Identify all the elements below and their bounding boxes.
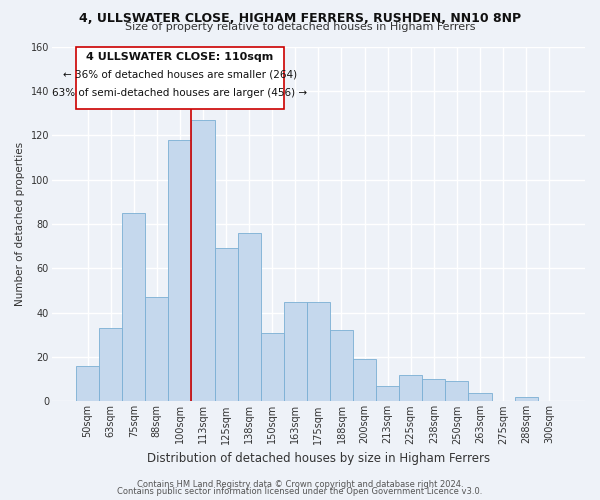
Bar xyxy=(169,140,191,402)
Bar xyxy=(445,382,469,402)
Bar xyxy=(215,248,238,402)
Bar xyxy=(76,366,99,402)
Text: 4 ULLSWATER CLOSE: 110sqm: 4 ULLSWATER CLOSE: 110sqm xyxy=(86,52,274,62)
Text: Contains HM Land Registry data © Crown copyright and database right 2024.: Contains HM Land Registry data © Crown c… xyxy=(137,480,463,489)
Bar xyxy=(261,332,284,402)
Bar xyxy=(330,330,353,402)
X-axis label: Distribution of detached houses by size in Higham Ferrers: Distribution of detached houses by size … xyxy=(147,452,490,465)
Y-axis label: Number of detached properties: Number of detached properties xyxy=(15,142,25,306)
Bar xyxy=(353,359,376,402)
Bar xyxy=(238,233,261,402)
Bar xyxy=(515,397,538,402)
Text: Contains public sector information licensed under the Open Government Licence v3: Contains public sector information licen… xyxy=(118,487,482,496)
FancyBboxPatch shape xyxy=(76,46,284,108)
Bar xyxy=(422,379,445,402)
Bar xyxy=(469,392,491,402)
Text: Size of property relative to detached houses in Higham Ferrers: Size of property relative to detached ho… xyxy=(125,22,475,32)
Text: 63% of semi-detached houses are larger (456) →: 63% of semi-detached houses are larger (… xyxy=(52,88,307,98)
Bar xyxy=(307,302,330,402)
Bar xyxy=(399,375,422,402)
Bar xyxy=(376,386,399,402)
Bar xyxy=(145,297,169,402)
Bar xyxy=(122,213,145,402)
Bar xyxy=(99,328,122,402)
Text: 4, ULLSWATER CLOSE, HIGHAM FERRERS, RUSHDEN, NN10 8NP: 4, ULLSWATER CLOSE, HIGHAM FERRERS, RUSH… xyxy=(79,12,521,26)
Bar xyxy=(284,302,307,402)
Bar xyxy=(191,120,215,402)
Text: ← 36% of detached houses are smaller (264): ← 36% of detached houses are smaller (26… xyxy=(63,70,297,80)
